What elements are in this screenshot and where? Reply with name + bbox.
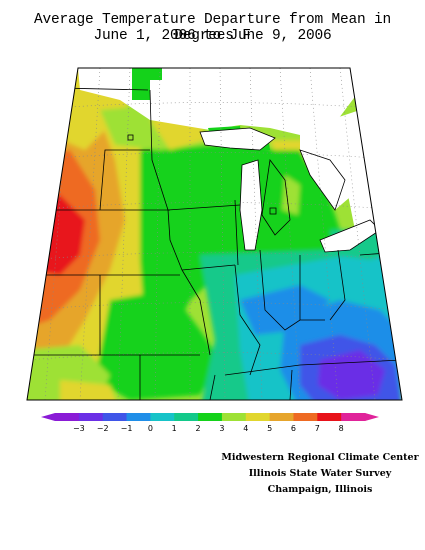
legend-swatch [341,413,366,421]
legend-tick-label: 1 [171,424,177,433]
legend-tick-label: 7 [314,424,320,433]
legend-swatch [293,413,318,421]
legend-tick-label: 8 [338,424,344,433]
legend-tick-label: 6 [290,424,296,433]
credit-line-3: Champaign, Illinois [267,484,373,495]
legend-swatch [269,413,294,421]
legend-swatch [198,413,223,421]
legend-swatch [78,413,104,421]
legend-tick-label: 2 [195,424,201,433]
legend-swatch [174,413,199,421]
legend-swatch [150,413,175,421]
legend-swatch [102,413,128,421]
legend-tick-label: 4 [243,424,249,433]
temperature-field [27,68,402,400]
map-frame [26,67,403,401]
legend-swatch [55,413,80,421]
legend-tick-label: −1 [120,424,133,433]
legend-swatch [221,413,247,421]
credit-line-1: Midwestern Regional Climate Center [221,452,419,463]
color-legend [41,413,379,421]
legend-tick-label: 5 [267,424,273,433]
legend-tick-label: 0 [147,424,153,433]
station-markers [127,134,277,215]
map-title-line-1: Average Temperature Departure from Mean … [33,12,392,44]
great-lakes-outlines [199,127,381,253]
credit-line-2: Illinois State Water Survey [248,468,392,479]
legend-tick-label: −2 [96,424,109,433]
legend-swatch [126,413,151,421]
legend-arrow-right [365,413,379,421]
legend-swatch [317,413,342,421]
legend-tick-label: −3 [72,424,85,433]
legend-tick-label: 3 [219,424,225,433]
legend-swatch [245,413,271,421]
legend-arrow-left [41,413,55,421]
map-title-line-2: June 1, 2006 to June 9, 2006 [93,28,332,44]
